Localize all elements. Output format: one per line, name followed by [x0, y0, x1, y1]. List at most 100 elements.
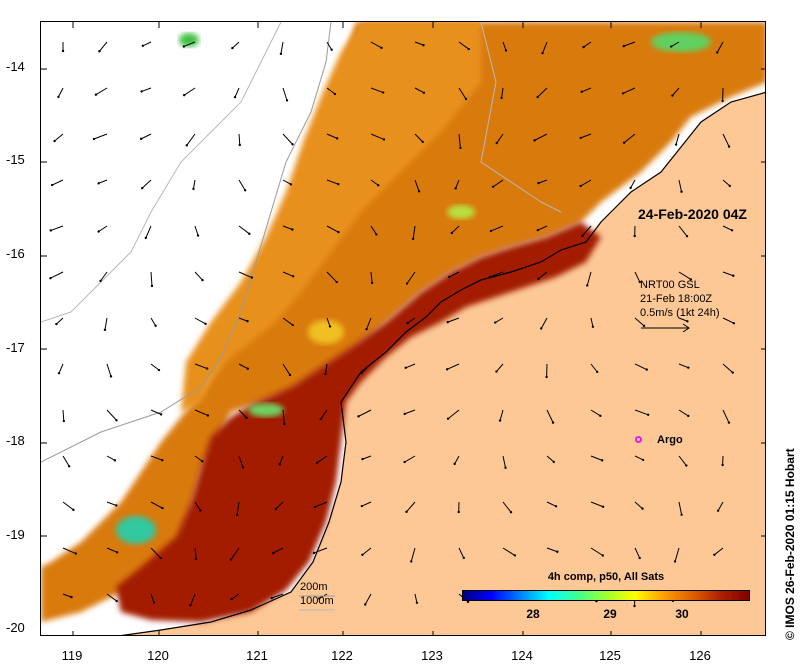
current-vector-head	[328, 325, 332, 328]
longitude-label: 126	[689, 648, 711, 663]
current-vector	[361, 501, 372, 507]
current-vector-head	[74, 552, 78, 555]
offshore-sst-region	[181, 22, 481, 412]
current-vector	[361, 363, 372, 374]
current-vector-head	[728, 184, 731, 188]
current-vector-head	[457, 510, 460, 514]
current-scale-arrowhead	[682, 323, 690, 333]
cool-sst-patch	[447, 205, 475, 219]
current-vector-head	[115, 419, 118, 422]
argo-float-marker	[635, 436, 642, 443]
current-vector-head	[554, 505, 558, 508]
current-vector	[622, 87, 636, 94]
current-vector	[326, 225, 339, 233]
current-vector	[490, 225, 504, 232]
current-vector-head	[103, 328, 107, 332]
current-vector-head	[552, 460, 555, 464]
current-vector	[98, 41, 108, 52]
current-vector	[51, 179, 64, 186]
current-vector-head	[235, 513, 239, 517]
current-vector	[546, 547, 558, 553]
depth-contour-1000m	[41, 22, 562, 323]
current-vector-head	[633, 234, 636, 238]
current-vector-head	[161, 458, 164, 462]
current-vector	[404, 409, 416, 415]
current-vector	[194, 455, 203, 462]
current-vector	[583, 41, 592, 48]
current-vector-head	[285, 99, 289, 102]
current-vector-head	[312, 551, 316, 555]
current-vector	[675, 133, 680, 145]
current-vector	[634, 547, 641, 559]
current-vector	[492, 179, 504, 188]
current-vector	[370, 41, 382, 49]
current-vector-head	[537, 277, 540, 281]
current-vector	[546, 501, 557, 507]
current-vector	[458, 41, 470, 50]
current-vector	[282, 317, 294, 326]
current-vector	[282, 87, 288, 101]
current-vector-head	[581, 234, 584, 238]
current-vector	[678, 363, 689, 369]
current-vector	[316, 455, 328, 464]
current-vector	[414, 87, 425, 94]
current-vector-head	[422, 91, 426, 94]
current-vector-head	[494, 321, 497, 324]
current-vector	[678, 225, 688, 237]
current-vector-head	[313, 505, 317, 509]
current-vector	[238, 409, 248, 419]
current-vector	[326, 41, 333, 50]
current-vector	[458, 133, 461, 148]
current-vector-head	[61, 49, 65, 53]
cool-sst-patch	[308, 320, 344, 344]
colorbar-title: 4h comp, p50, All Sats	[547, 571, 665, 583]
current-vector-head	[579, 136, 582, 140]
current-vector-head	[55, 322, 58, 326]
latitude-label: -18	[6, 433, 25, 448]
current-vector	[590, 363, 598, 373]
current-vector-head	[360, 504, 364, 508]
current-vector-head	[364, 603, 367, 606]
longitude-label: 123	[421, 648, 443, 663]
current-vector-head	[403, 412, 406, 416]
current-vector-head	[446, 417, 450, 420]
current-vector	[231, 593, 240, 600]
current-vector	[314, 501, 328, 508]
current-vector	[282, 133, 293, 145]
sst-colorbar	[462, 590, 750, 601]
current-vector	[407, 317, 416, 324]
current-vector	[546, 455, 555, 463]
current-vector-head	[464, 97, 468, 101]
current-vector	[320, 409, 328, 420]
current-vector	[722, 133, 730, 147]
current-vector	[454, 455, 460, 465]
current-vector-head	[233, 95, 237, 99]
argo-label: Argo	[657, 434, 683, 446]
current-vector	[546, 409, 554, 423]
current-vector	[150, 317, 157, 326]
current-vector	[590, 409, 601, 417]
current-vector-head	[621, 92, 625, 95]
current-vector	[238, 455, 244, 468]
current-vector	[489, 271, 504, 278]
current-vector	[194, 501, 201, 511]
current-vector-head	[250, 276, 254, 279]
current-vector-head	[541, 51, 544, 55]
depth-legend-1000m: 1000m	[300, 595, 334, 607]
current-vector-head	[97, 182, 100, 185]
current-vector-head	[248, 232, 251, 236]
current-vector-head	[422, 43, 425, 47]
current-vector-head	[113, 459, 117, 462]
current-vector	[537, 87, 548, 98]
current-vector-head	[730, 229, 734, 232]
current-vector	[448, 271, 460, 278]
current-vector-head	[115, 599, 118, 603]
current-vector-head	[536, 95, 539, 99]
current-vector-head	[381, 91, 385, 94]
current-vector-head	[382, 138, 386, 141]
current-vector	[272, 547, 284, 554]
current-time-label: 21-Feb 18:00Z	[640, 293, 713, 305]
current-vector-head	[537, 181, 540, 185]
current-vector-head	[115, 551, 119, 554]
current-vector-head	[319, 417, 322, 421]
